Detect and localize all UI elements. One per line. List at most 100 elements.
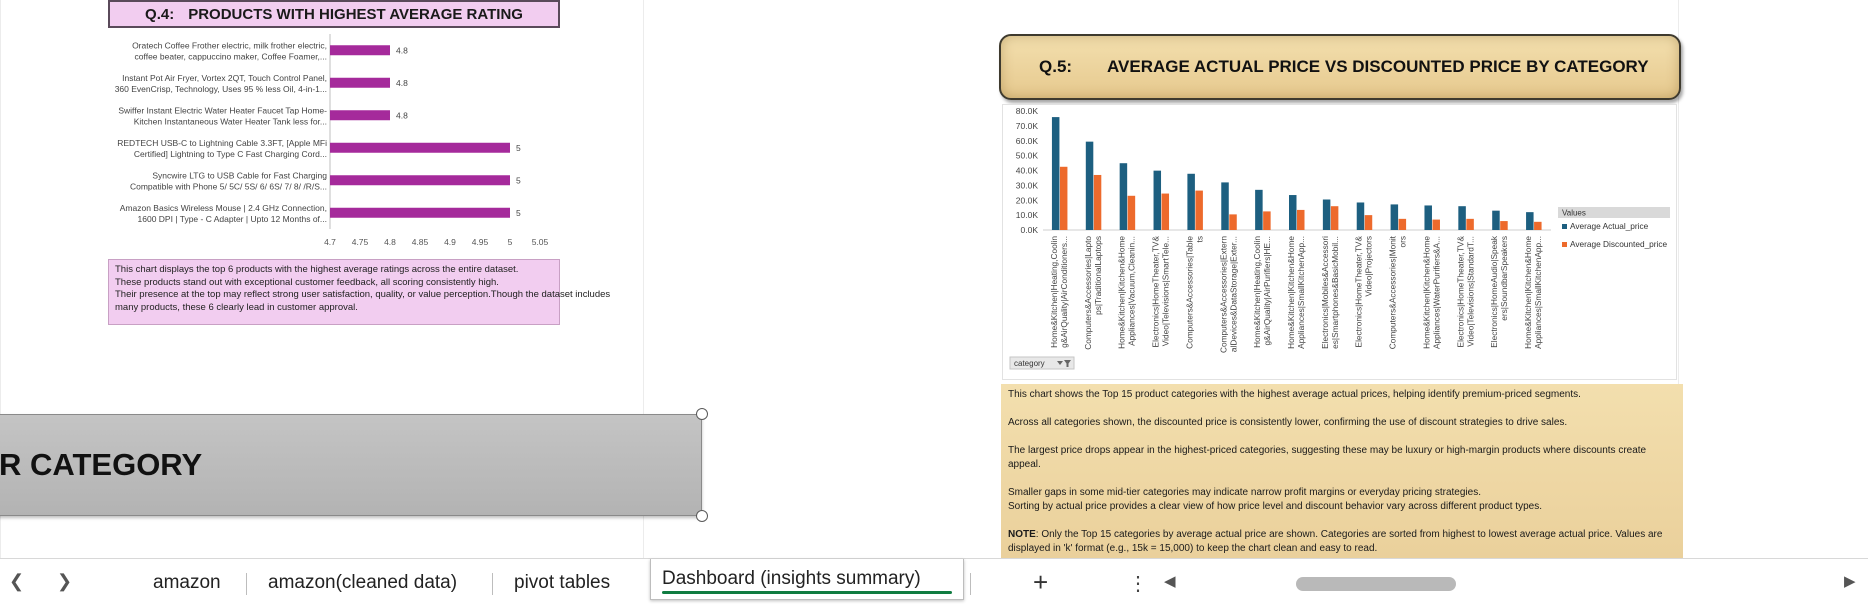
q4-category-label: Syncwire LTG to USB Cable for Fast Charg… <box>152 170 327 180</box>
q5-y-tick-label: 30.0K <box>1016 180 1039 190</box>
horizontal-scrollbar-thumb[interactable] <box>1296 577 1456 591</box>
tab-separator <box>970 573 971 595</box>
q5-category-label: Home&Kitchen|Kitchen&Home <box>1117 236 1127 349</box>
q5-description-box[interactable]: This chart shows the Top 15 product cate… <box>1001 384 1683 560</box>
active-tab-label: Dashboard (insights summary) <box>662 568 921 589</box>
q4-note-line: many products, these 6 clearly lead in c… <box>115 301 358 313</box>
tab-pivot-tables[interactable]: pivot tables <box>514 572 611 593</box>
q5-note-paragraph: Sorting by actual price provides a clear… <box>1008 501 1542 512</box>
q4-bar <box>330 110 390 121</box>
q5-category-label: g&AirQuality|AirPurifiers|HE... <box>1262 236 1272 345</box>
q5-legend-swatch <box>1562 242 1567 247</box>
add-sheet-button[interactable]: + <box>1033 567 1049 597</box>
q5-category-label: Home&Kitchen|Heating,Coolin <box>1049 236 1059 348</box>
q4-x-tick-label: 4.95 <box>472 237 489 247</box>
q5-category-label: Computers&Accessories|Extern <box>1218 236 1228 353</box>
q5-category-label: Computers&Accessories|Monit <box>1388 235 1398 349</box>
q5-bar-actual <box>1051 117 1060 230</box>
q4-bar <box>330 207 510 218</box>
q5-category-label: ts <box>1194 236 1204 242</box>
q4-x-tick-label: 5 <box>508 237 513 247</box>
q5-y-tick-label: 60.0K <box>1016 136 1039 146</box>
q4-title-box[interactable]: Q.4: PRODUCTS WITH HIGHEST AVERAGE RATIN… <box>108 0 560 28</box>
q4-bar <box>330 45 390 56</box>
q4-x-tick-label: 4.9 <box>444 237 456 247</box>
q5-category-label: Home&Kitchen|Kitchen&Home <box>1523 236 1533 349</box>
filter-dropdown-icon <box>1057 361 1063 365</box>
hscroll-left-icon[interactable]: ◀ <box>1164 573 1176 590</box>
q5-note-bold: NOTE <box>1008 529 1036 540</box>
tab-separator <box>246 573 247 595</box>
q5-note-paragraph: The largest price drops appear in the hi… <box>1008 445 1647 470</box>
q5-bar-actual <box>1153 170 1162 230</box>
q5-category-label: ers|SoundbarSpeakers <box>1499 236 1509 321</box>
q5-legend-entry: Average Discounted_price <box>1570 239 1668 249</box>
q5-category-label: Electronics|HomeAudio|Speak <box>1489 235 1499 348</box>
selected-shape-text: R CATEGORY <box>0 447 203 482</box>
q5-note-tail: : Only the Top 15 categories by average … <box>1008 529 1663 554</box>
q5-bar-actual <box>1119 163 1128 230</box>
tab-dashboard-insights-summary[interactable]: Dashboard (insights summary) <box>650 559 964 600</box>
q4-category-label: Instant Pot Air Fryer, Vortex 2QT, Touch… <box>122 73 327 83</box>
q4-category-label: Kitchen Instantaneous Water Heater Tank … <box>134 116 327 126</box>
q5-category-label: Video|Projectors <box>1364 236 1374 297</box>
tab-amazon-cleaned-data[interactable]: amazon(cleaned data) <box>268 572 458 593</box>
q4-category-label: Certified] Lightning to Type C Fast Char… <box>134 149 327 159</box>
q5-bar-discounted <box>1364 215 1373 230</box>
q5-bar-actual <box>1221 182 1229 230</box>
q4-x-tick-label: 4.7 <box>324 237 336 247</box>
q4-category-label: 1600 DPI | Type - C Adapter | Upto 12 Mo… <box>138 214 327 224</box>
filter-funnel-icon <box>1064 360 1071 367</box>
scroll-tabs-right-icon[interactable]: ❯ <box>57 571 73 591</box>
q5-category-filter-label: category <box>1014 359 1045 368</box>
active-tab-underline <box>662 591 952 594</box>
q4-category-label: REDTECH USB-C to Lightning Cable 3.3FT, … <box>117 138 327 148</box>
q5-bar-discounted <box>1500 221 1508 230</box>
q5-y-tick-label: 10.0K <box>1016 210 1039 220</box>
q5-chart-svg: 0.0K 10.0K 20.0K 30.0K 40.0K 50.0K 60.0K 70.0K 8… <box>1009 106 1670 370</box>
q4-x-tick-label: 4.75 <box>352 237 369 247</box>
q5-legend-title: Values <box>1562 209 1586 218</box>
grid-line <box>1678 0 1679 560</box>
q5-y-tick-label: 40.0K <box>1016 166 1039 176</box>
resize-handle-top-right[interactable] <box>696 408 708 420</box>
q4-x-tick-label: 5.05 <box>532 237 549 247</box>
q5-price-chart[interactable]: 0.0K 10.0K 20.0K 30.0K 40.0K 50.0K 60.0K 70.0K 8… <box>1002 104 1677 380</box>
q5-category-label: Video|Televisions|SmartTele... <box>1161 236 1171 346</box>
q4-category-label: 360 EvenCrisp, Technology, Uses 95 % les… <box>115 84 327 94</box>
scroll-tabs-left-icon[interactable]: ❮ <box>9 571 25 591</box>
q5-category-label: Appliances|WaterPurifiers&A... <box>1431 236 1441 349</box>
q5-bar-discounted <box>1161 193 1170 230</box>
q5-title-number: Q.5: <box>1039 57 1073 76</box>
q4-x-tick-label: 4.8 <box>384 237 396 247</box>
q5-category-label: Computers&Accessories|Table <box>1184 236 1194 349</box>
q5-bar-actual <box>1187 173 1195 230</box>
q4-note-line: Their presence at the top may reflect st… <box>115 289 611 300</box>
q5-legend-swatch <box>1562 224 1567 229</box>
q5-y-tick-label: 20.0K <box>1016 195 1039 205</box>
grid-line <box>0 0 1 560</box>
q4-description-box[interactable]: This chart displays the top 6 products w… <box>108 259 611 325</box>
q5-bar-actual <box>1390 204 1399 230</box>
resize-handle-bottom-right[interactable] <box>696 510 708 522</box>
q5-category-label: Electronics|HomeTheater,TV& <box>1455 236 1465 348</box>
grid-line <box>643 0 644 560</box>
hscroll-right-icon[interactable]: ▶ <box>1844 573 1856 590</box>
tab-amazon[interactable]: amazon <box>153 572 221 593</box>
q5-y-tick-label: 0.0K <box>1021 225 1039 235</box>
q5-bar-discounted <box>1398 218 1407 230</box>
q5-title-box[interactable]: Q.5: AVERAGE ACTUAL PRICE VS DISCOUNTED … <box>999 34 1681 100</box>
q5-category-label: es|Smartphones&BasicMobil... <box>1330 236 1340 349</box>
q4-rating-chart[interactable]: Oratech Coffee Frother electric, milk fr… <box>108 32 560 257</box>
q4-data-label: 4.8 <box>396 45 408 55</box>
more-options-icon[interactable]: ⋮ <box>1128 573 1148 595</box>
q5-category-label: Electronics|HomeTheater,TV& <box>1151 236 1161 348</box>
selected-title-shape[interactable]: R CATEGORY <box>0 414 702 516</box>
q5-category-label: Computers&Accessories|Lapto <box>1083 236 1093 350</box>
q5-category-label: Electronics|HomeTheater,TV& <box>1354 236 1364 348</box>
q5-category-label: Home&Kitchen|Heating,Coolin <box>1252 236 1262 348</box>
q5-category-label: Appliances|SmallKitchenApp... <box>1533 236 1543 349</box>
q4-x-tick-label: 4.85 <box>412 237 429 247</box>
q4-title-text: PRODUCTS WITH HIGHEST AVERAGE RATING <box>188 5 523 23</box>
q5-category-label: Electronics|Mobiles&Accessori <box>1320 236 1330 349</box>
